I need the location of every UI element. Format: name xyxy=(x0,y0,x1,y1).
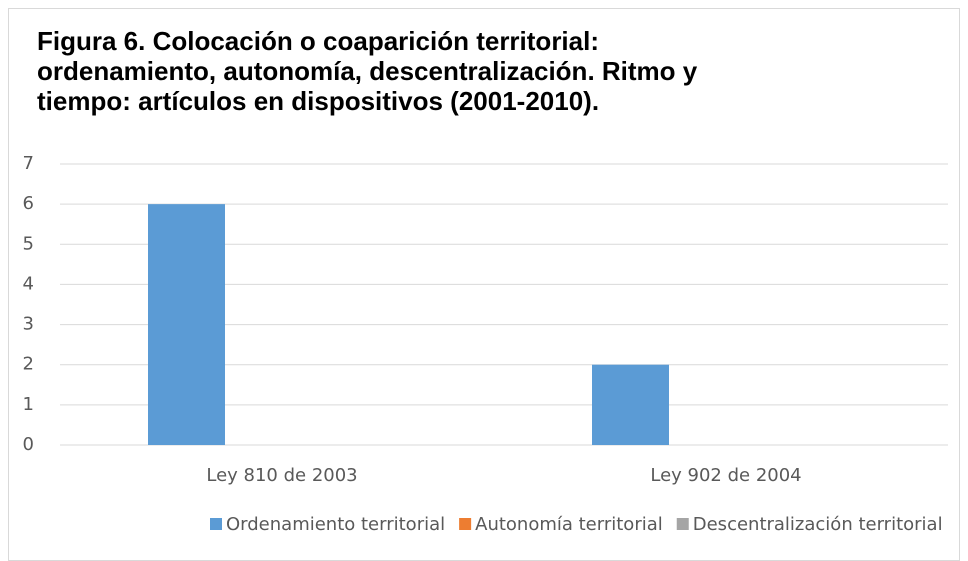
legend-label: Autonomía territorial xyxy=(475,514,663,535)
x-tick-label: Ley 810 de 2003 xyxy=(206,465,357,486)
y-tick-label: 6 xyxy=(23,193,34,214)
bar xyxy=(148,204,225,445)
y-tick-label: 4 xyxy=(23,273,34,294)
x-tick-label: Ley 902 de 2004 xyxy=(650,465,801,486)
legend-label: Descentralización territorial xyxy=(693,514,943,535)
chart-title: Figura 6. Colocación o coaparición terri… xyxy=(37,26,698,116)
legend-swatch xyxy=(459,518,472,530)
y-tick-label: 7 xyxy=(23,153,34,174)
y-tick-label: 3 xyxy=(23,314,34,335)
legend-swatch xyxy=(210,518,222,530)
legend-swatch xyxy=(676,518,689,530)
y-tick-label: 1 xyxy=(23,394,34,415)
y-tick-label: 2 xyxy=(23,354,34,375)
y-tick-label: 5 xyxy=(23,233,34,254)
legend-label: Ordenamiento territorial xyxy=(226,514,445,535)
y-tick-label: 0 xyxy=(23,434,34,455)
bar xyxy=(592,364,669,445)
